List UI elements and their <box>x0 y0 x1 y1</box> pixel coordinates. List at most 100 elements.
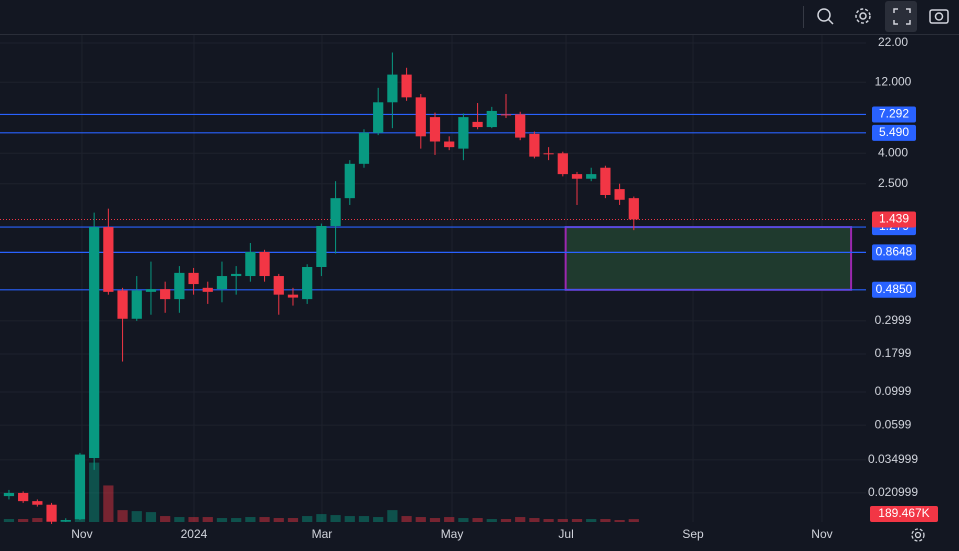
price-label-box <box>872 281 916 298</box>
settings-button[interactable] <box>855 8 871 24</box>
candle-body <box>557 153 568 175</box>
volume-bar <box>401 516 412 522</box>
fullscreen-button[interactable] <box>885 1 917 32</box>
y-tick-label: 0.0999 <box>875 384 912 398</box>
candle-body <box>46 504 57 522</box>
x-tick-label: May <box>441 527 464 541</box>
camera-lens <box>934 12 944 21</box>
candle-body <box>160 289 171 300</box>
volume-bar <box>515 517 526 522</box>
volume-bar <box>273 518 284 522</box>
volume-bar <box>358 516 370 522</box>
volume-bar <box>614 520 625 522</box>
y-tick-label: 22.00 <box>878 35 908 49</box>
volume-bar <box>89 462 100 522</box>
candle-body <box>131 290 142 319</box>
last-price-box <box>872 211 916 228</box>
volume-bar <box>628 519 639 522</box>
last-volume-box <box>870 506 938 522</box>
y-tick-label: 0.2999 <box>875 313 912 327</box>
volume-bar <box>216 518 228 522</box>
candle-body <box>202 287 213 292</box>
volume-bar <box>302 516 313 522</box>
candle-body <box>259 252 270 277</box>
price-label: 5.490 <box>879 125 909 139</box>
price-label: 0.4850 <box>876 282 913 296</box>
volume-bar <box>188 517 199 522</box>
candle-body <box>614 189 625 200</box>
candle-body <box>600 167 611 195</box>
y-tick-label: 0.020999 <box>868 485 918 499</box>
candle-body <box>103 227 114 292</box>
y-tick-label: 2.500 <box>878 176 908 190</box>
candle-body <box>18 492 29 502</box>
candle-body <box>543 153 554 155</box>
x-tick-label: Nov <box>71 527 92 541</box>
x-tick-label: Nov <box>811 527 832 541</box>
candle-body <box>628 198 639 220</box>
volume-bar <box>571 519 583 522</box>
candle-body <box>188 272 199 285</box>
candle-body <box>231 273 242 277</box>
zone-layer <box>564 226 853 291</box>
volume-bar <box>202 517 213 522</box>
volume-bar <box>529 518 540 522</box>
candle-body <box>444 141 455 148</box>
volume-bar <box>160 516 171 522</box>
y-tick-label: 0.034999 <box>868 452 918 466</box>
fullscreen-bg <box>885 1 917 32</box>
candle-body <box>529 133 540 157</box>
axis-settings-button[interactable] <box>911 528 925 542</box>
candle-body <box>245 252 256 277</box>
volume-bar <box>145 512 157 522</box>
volume-bar <box>18 519 29 522</box>
candle-body <box>571 174 583 179</box>
volume-bar <box>231 518 242 522</box>
volume-bar <box>245 517 256 522</box>
candle-body <box>330 198 341 227</box>
candle-body <box>586 174 597 179</box>
zone-box <box>564 226 853 291</box>
candle-body <box>145 289 157 292</box>
volume-bar <box>429 518 441 522</box>
candles-layer <box>3 52 639 524</box>
price-label-box <box>872 124 916 141</box>
last-volume-label: 189.467K <box>878 506 929 520</box>
candle-body <box>458 117 469 149</box>
price-label: 7.292 <box>879 107 909 121</box>
gear-icon <box>911 528 925 542</box>
candle-body <box>74 454 86 520</box>
candle-body <box>415 97 426 137</box>
candle-body <box>174 272 185 300</box>
candle-body <box>344 163 355 199</box>
x-tick-label: Sep <box>682 527 704 541</box>
volume-bar <box>444 517 455 522</box>
volume-bar <box>373 517 384 522</box>
axis-layer: 22.00 12.000 4.000 2.500 0.2999 0.1799 0.0999 0… <box>71 35 938 541</box>
y-tick-label: 4.000 <box>878 145 908 159</box>
volume-bar <box>174 517 185 522</box>
candle-body <box>373 102 384 133</box>
volume-bar <box>543 519 554 522</box>
y-tick-label: 12.000 <box>875 74 912 88</box>
gear-icon-center <box>914 531 922 539</box>
candle-body <box>273 276 284 295</box>
volume-bar <box>330 515 341 522</box>
candle-body <box>486 110 497 128</box>
x-tick-label: Jul <box>558 527 573 541</box>
volume-bar <box>586 519 597 522</box>
volume-bar <box>259 517 270 522</box>
volume-bar <box>287 518 299 522</box>
zoom-icon-handle <box>827 18 834 25</box>
gear-icon <box>855 8 871 24</box>
y-tick-label: 0.1799 <box>875 346 912 360</box>
gear-icon-center <box>859 12 867 20</box>
screenshot-button[interactable] <box>929 9 949 24</box>
zoom-button[interactable] <box>817 8 834 25</box>
candle-body <box>287 294 299 298</box>
camera-icon <box>929 9 949 24</box>
candle-body <box>302 266 313 300</box>
volume-bar <box>486 519 497 522</box>
